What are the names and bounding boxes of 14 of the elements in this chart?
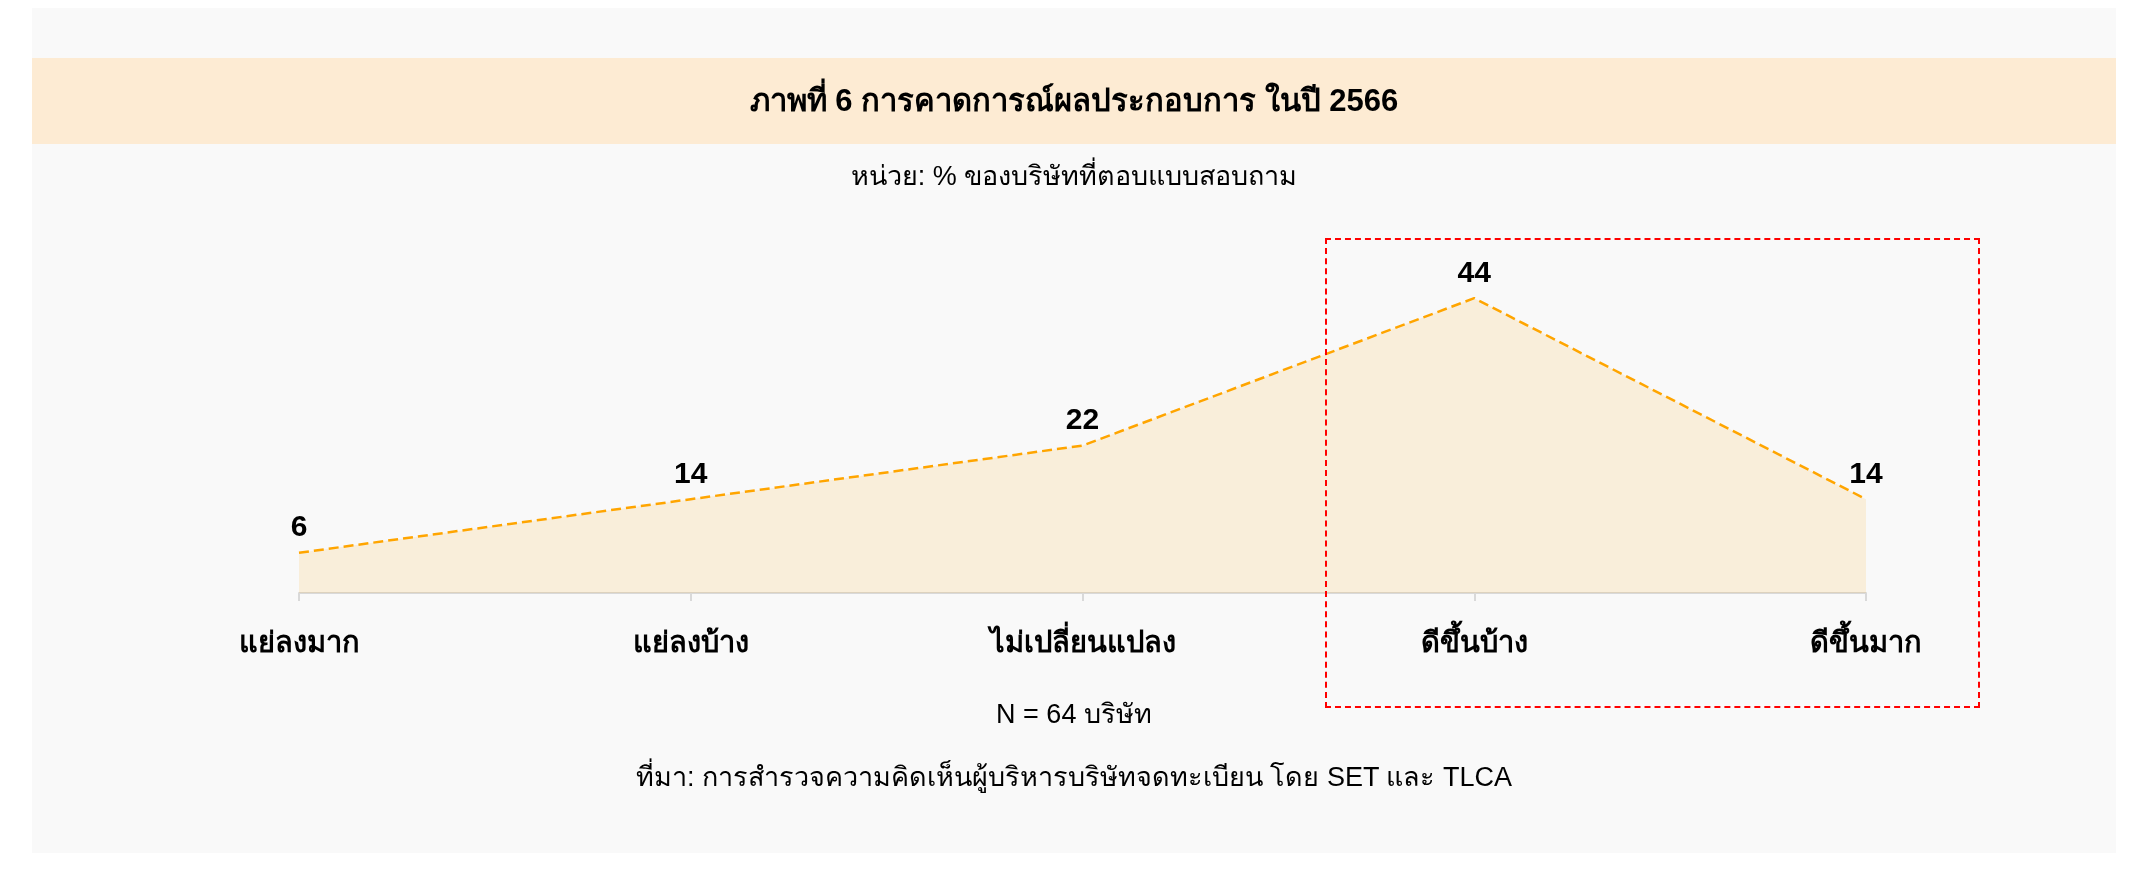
chart-title: ภาพที่ 6 การคาดการณ์ผลประกอบการ ในปี 2566 xyxy=(749,78,1399,118)
x-tick-label: ไม่เปลี่ยนแปลง xyxy=(986,620,1176,658)
data-label: 14 xyxy=(674,455,708,489)
data-label: 44 xyxy=(1457,254,1492,288)
x-tick-label: ดีขึ้นมาก xyxy=(1810,619,1922,658)
data-label: 6 xyxy=(290,509,308,543)
x-tick-label: ดีขึ้นบ้าง xyxy=(1420,619,1528,658)
x-tick-label: แย่ลงบ้าง xyxy=(632,625,749,658)
x-tick-label: แย่ลงมาก xyxy=(238,625,360,658)
chart-subtitle: หน่วย: % ของบริษัทที่ตอบแบบสอบถาม xyxy=(850,156,1298,191)
text: ที่มา: การสำรวจความคิดเห็นผู้บริหารบริษัทจดทะเบียน โดย SET และ TLCA xyxy=(635,758,1513,793)
data-label: 22 xyxy=(1065,402,1100,436)
text: N = 64 บริษัท xyxy=(996,699,1152,729)
data-label: 14 xyxy=(1849,455,1883,489)
